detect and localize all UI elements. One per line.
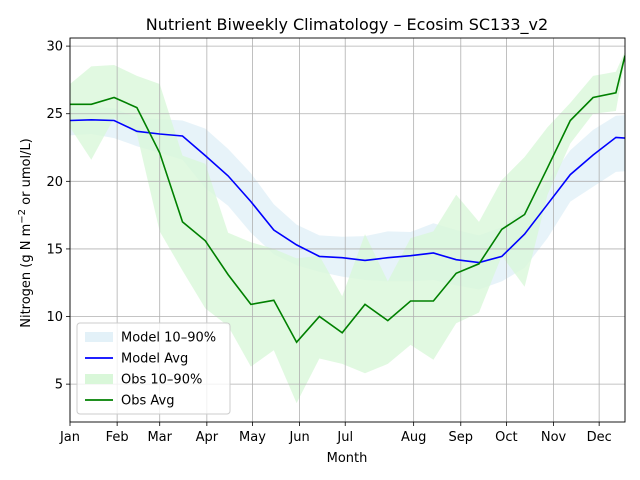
legend-label: Obs Avg (121, 394, 174, 409)
y-tick-label: 30 (46, 40, 63, 55)
y-tick-label: 25 (46, 107, 63, 122)
x-tick-label: Sep (449, 430, 474, 445)
y-tick-label: 20 (46, 175, 63, 190)
x-tick-label: Mar (147, 430, 172, 445)
x-tick-label: Aug (401, 430, 426, 445)
x-tick-label: Jan (59, 430, 80, 445)
y-axis-label: Nitrogen (g N m−2 or umol/L) (17, 138, 34, 328)
legend-swatch-band (85, 332, 113, 342)
series-group (70, 51, 625, 404)
x-tick-label: Jun (288, 430, 309, 445)
legend-label: Obs 10–90% (121, 373, 202, 388)
legend-box (76, 322, 231, 415)
x-tick-label: Dec (587, 430, 612, 445)
x-tick-label: Apr (196, 430, 219, 445)
model-avg-line (70, 118, 625, 264)
x-tick-label: Oct (495, 430, 517, 445)
y-tick-label: 10 (46, 310, 63, 325)
legend: Model 10–90% Model Avg Obs 10–90% Obs Avg (76, 322, 231, 415)
x-axis-label: Month (327, 451, 368, 466)
chart-title: Nutrient Biweekly Climatology – Ecosim S… (146, 15, 548, 35)
obs-band (70, 51, 625, 404)
lines-group (70, 55, 625, 344)
x-tick-label: Jul (336, 430, 353, 445)
x-tick-label: Nov (541, 430, 567, 445)
obs-avg-line (70, 55, 625, 344)
x-tick-label: May (239, 430, 266, 445)
y-tick-label: 15 (46, 242, 63, 257)
plot-area: Jan Feb Mar Apr May Jun Jul Aug Sep Oct Nov Dec 5 10 1… (46, 37, 626, 445)
plot-frame (69, 37, 626, 423)
legend-label: Model Avg (121, 352, 188, 367)
y-tick-label: 5 (55, 378, 63, 393)
x-tick-label: Feb (106, 430, 129, 445)
legend-swatch-band (85, 374, 113, 384)
legend-label: Model 10–90% (121, 331, 216, 346)
